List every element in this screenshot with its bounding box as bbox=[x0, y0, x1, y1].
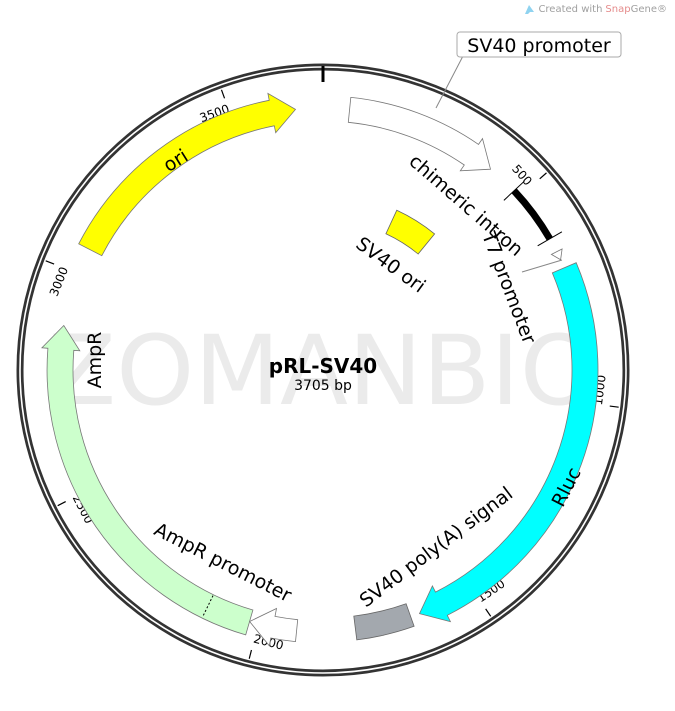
tick-mark bbox=[609, 405, 619, 408]
sv40-promoter-label[interactable]: SV40 promoter bbox=[467, 35, 611, 57]
plasmid-length: 3705 bp bbox=[294, 378, 352, 394]
t7-promoter-feature[interactable] bbox=[550, 248, 563, 261]
tick-label: 3000 bbox=[47, 265, 71, 299]
sv40-polya-feature[interactable] bbox=[353, 603, 415, 641]
chimeric-intron-end-cap bbox=[537, 231, 563, 247]
chimeric-intron-feature[interactable] bbox=[511, 188, 553, 241]
sv40-promoter-leader-line bbox=[435, 55, 464, 109]
credit-prefix: Created with bbox=[538, 4, 603, 15]
snapgene-credit: Created with Snap Gene® bbox=[524, 4, 667, 15]
tick-mark bbox=[45, 260, 55, 265]
chimeric-intron-end-cap bbox=[503, 180, 525, 201]
t7-promoter-leader-line bbox=[521, 259, 563, 273]
credit-brand-gene: Gene® bbox=[630, 4, 667, 15]
ampr-promoter-feature[interactable] bbox=[248, 607, 299, 647]
features bbox=[41, 92, 599, 647]
tick-mark bbox=[485, 608, 492, 617]
plasmid-name: pRL-SV40 bbox=[269, 354, 377, 378]
snapgene-logo-icon bbox=[525, 5, 535, 14]
tick-mark bbox=[248, 649, 253, 659]
sv40-ori-feature[interactable] bbox=[385, 209, 436, 255]
ampr-divider bbox=[202, 595, 214, 618]
tick-label: 500 bbox=[509, 162, 535, 188]
ampr-label[interactable]: AmpR bbox=[84, 332, 106, 389]
sv40-promoter-label-box[interactable] bbox=[456, 31, 622, 58]
credit-brand-snap: Snap bbox=[605, 4, 631, 15]
tick-mark bbox=[57, 501, 66, 507]
rluc-feature[interactable] bbox=[418, 262, 599, 623]
ampr-feature[interactable] bbox=[41, 324, 254, 636]
tick-mark bbox=[539, 172, 547, 180]
sv40-promoter-feature[interactable] bbox=[347, 96, 492, 172]
watermark: ZOMANBIO bbox=[48, 315, 598, 427]
ori-feature[interactable] bbox=[78, 92, 297, 257]
tick-mark bbox=[220, 89, 226, 99]
